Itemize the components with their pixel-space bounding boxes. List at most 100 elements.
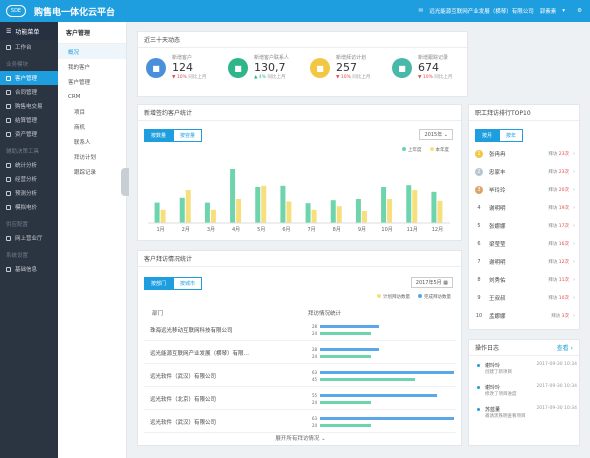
bar-this-year[interactable] xyxy=(437,200,443,223)
sidebar-group-label: 供应配置 xyxy=(6,222,29,228)
table-row[interactable]: 远光软件（武汉）有限公司 63 24 xyxy=(144,411,456,433)
completed-bar xyxy=(320,354,371,358)
table-row[interactable]: 远光能源互联网产业发展（横琴）有限… 28 24 xyxy=(144,342,456,364)
ranking-row[interactable]: 9 王叔叔 拜访 10次 › xyxy=(469,291,579,304)
bar-this-year[interactable] xyxy=(185,190,191,223)
submenu-crm-item[interactable]: 商机 xyxy=(74,124,86,131)
sidebar-item[interactable]: 资产管理 xyxy=(0,127,58,141)
stat-label: 新增跟踪记录 xyxy=(418,55,449,61)
table-row[interactable]: 远光软件（武汉）有限公司 63 45 xyxy=(144,365,456,387)
submenu-crm-item[interactable]: 跟踪记录 xyxy=(74,169,97,176)
bar-this-year[interactable] xyxy=(160,209,166,223)
year-select[interactable]: 2015年 ⌄ xyxy=(419,129,453,140)
bar-this-year[interactable] xyxy=(286,201,292,223)
bar-last-year[interactable] xyxy=(305,203,311,223)
submenu-crm-item[interactable]: 联系人 xyxy=(74,139,91,146)
visit-count: 拜访 23次 xyxy=(548,169,569,175)
month-select[interactable]: 2017年5月 ▦ xyxy=(410,277,453,288)
legend-item-last-year: 上年度 xyxy=(402,147,422,153)
bar-value: 63 xyxy=(312,415,318,421)
user-menu-chevron-icon[interactable]: ▾ xyxy=(562,8,566,14)
sidebar-item-label: 经营分析 xyxy=(15,177,38,183)
bar-this-year[interactable] xyxy=(336,206,342,223)
view-more-label: 查看 xyxy=(556,345,569,352)
submenu-item[interactable]: 客户管理 xyxy=(68,79,91,86)
message-icon[interactable]: ✉ xyxy=(418,8,424,14)
ranking-row[interactable]: 1 张冉冉 拜访 23次 › xyxy=(469,147,579,160)
tab-by-quantity[interactable]: 按数量 xyxy=(144,129,174,142)
bar-last-year[interactable] xyxy=(355,199,361,223)
submenu-item[interactable]: 我的客户 xyxy=(68,64,91,71)
tab-by-month[interactable]: 按月 xyxy=(475,129,500,142)
submenu-crm-item[interactable]: 拜访计划 xyxy=(74,154,97,161)
sidebar-item[interactable]: 统计分析 xyxy=(0,158,58,172)
chevron-right-icon: › xyxy=(570,345,573,352)
log-item[interactable]: 谢玲玲 2017-09-30 10:34 创建了新项目 xyxy=(477,362,577,375)
log-time: 2017-09-30 10:34 xyxy=(536,406,577,411)
bar-line: 24 xyxy=(312,330,462,336)
sidebar-item[interactable]: 客户管理 xyxy=(0,71,58,85)
sidebar-item[interactable]: 购售电交易 xyxy=(0,99,58,113)
tab-by-department[interactable]: 按部门 xyxy=(144,277,174,290)
sidebar-item[interactable]: 基础信息 xyxy=(0,262,58,276)
visit-count-value: 11次 xyxy=(558,277,569,283)
bar-last-year[interactable] xyxy=(330,200,336,223)
sidebar-item-workbench[interactable]: 工作台 xyxy=(0,40,58,54)
bar-last-year[interactable] xyxy=(381,187,387,223)
bar-last-year[interactable] xyxy=(255,187,261,223)
gear-icon[interactable]: ⚙ xyxy=(577,8,582,14)
view-more-link[interactable]: 查看 › xyxy=(557,343,573,352)
bar-last-year[interactable] xyxy=(204,202,210,223)
tab-by-city[interactable]: 按城市 xyxy=(173,277,203,290)
visit-count: 拜访 23次 xyxy=(548,151,569,157)
submenu-item[interactable]: 概况 xyxy=(58,44,126,59)
bar-this-year[interactable] xyxy=(210,209,216,223)
ranking-row[interactable]: 7 谢明明 拜访 12次 › xyxy=(469,255,579,268)
bar-last-year[interactable] xyxy=(431,191,437,223)
sidebar-item-label: 购售电交易 xyxy=(15,104,43,110)
bar-last-year[interactable] xyxy=(406,185,412,223)
ranking-row[interactable]: 6 梁莹莹 拜访 16次 › xyxy=(469,237,579,250)
user-name[interactable]: 郭素素 xyxy=(539,9,557,15)
ranking-row[interactable]: 4 谢明明 拜访 19次 › xyxy=(469,201,579,214)
visit-count-value: 19次 xyxy=(558,205,569,211)
bar-this-year[interactable] xyxy=(236,199,242,223)
planned-bar xyxy=(320,347,380,351)
app-logo[interactable]: SDE 购售电一体化云平台 xyxy=(0,5,130,18)
bar-last-year[interactable] xyxy=(154,202,160,223)
bar-last-year[interactable] xyxy=(280,185,286,223)
sidebar-item[interactable]: 经营分析 xyxy=(0,172,58,186)
ranking-row[interactable]: 3 毕玲玲 拜访 20次 › xyxy=(469,183,579,196)
bar-last-year[interactable] xyxy=(230,169,236,223)
log-item[interactable]: 苏蓝董 2017-09-30 10:34 邀请黑铁明查看项目 xyxy=(477,406,577,419)
sidebar-item[interactable]: 预测分析 xyxy=(0,186,58,200)
bar-this-year[interactable] xyxy=(261,185,267,223)
ranking-row[interactable]: 2 忠家丰 拜访 23次 › xyxy=(469,165,579,178)
bar-this-year[interactable] xyxy=(311,209,317,223)
x-tick-label: 2月 xyxy=(182,227,190,233)
bar-this-year[interactable] xyxy=(361,211,367,223)
rank-number: 7 xyxy=(477,258,481,265)
sidebar-item[interactable]: 模拟电价 xyxy=(0,200,58,214)
sidebar-header[interactable]: ☰ 功能菜单 xyxy=(0,22,58,40)
ranking-row[interactable]: 5 张娜娜 拜访 17次 › xyxy=(469,219,579,232)
ranking-row[interactable]: 8 刘秀佑 拜访 11次 › xyxy=(469,273,579,286)
submenu-item[interactable]: CRM xyxy=(68,93,81,100)
sidebar-item[interactable]: 合同管理 xyxy=(0,85,58,99)
expand-all-link[interactable]: 展开所有拜访情况 ⌄ xyxy=(138,434,463,442)
ranking-row[interactable]: 10 孟娜娜 拜访 3次 › xyxy=(469,309,579,322)
tab-by-capacity[interactable]: 按容量 xyxy=(173,129,203,142)
table-row[interactable]: 远光软件（北京）有限公司 55 24 xyxy=(144,388,456,410)
sidebar-item[interactable]: 网上营业厅 xyxy=(0,231,58,245)
bar-this-year[interactable] xyxy=(387,199,393,223)
visit-bars: 28 24 xyxy=(312,323,462,337)
sidebar-item[interactable]: 结算管理 xyxy=(0,113,58,127)
rank-number: 5 xyxy=(477,222,481,229)
bar-this-year[interactable] xyxy=(412,190,418,223)
tab-by-year[interactable]: 按年 xyxy=(499,129,524,142)
table-row[interactable]: 珠海远光移动互联网科技有限公司 28 24 xyxy=(144,319,456,341)
submenu-collapse-handle[interactable] xyxy=(121,168,129,196)
bar-last-year[interactable] xyxy=(179,197,185,223)
log-item[interactable]: 谢玲玲 2017-09-30 10:34 修改了项目进度 xyxy=(477,384,577,397)
submenu-crm-item[interactable]: 项目 xyxy=(74,109,86,116)
